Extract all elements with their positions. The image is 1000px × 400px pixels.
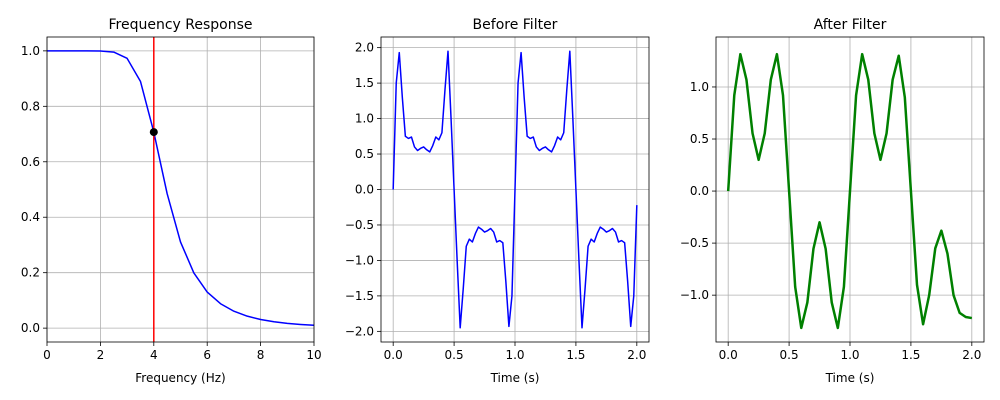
y-tick-label: −1.0 (345, 253, 374, 267)
chart-title: After Filter (814, 17, 887, 33)
y-tick-label: 2.0 (355, 41, 374, 55)
x-tick-label: 0.5 (445, 348, 464, 362)
y-tick-label: 0.0 (21, 321, 40, 335)
y-tick-label: 0.0 (690, 184, 709, 198)
x-tick-label: 10 (306, 348, 321, 362)
data-line (392, 50, 638, 329)
y-tick-label: 1.5 (355, 76, 374, 90)
x-axis-label: Time (s) (825, 371, 875, 385)
x-tick-label: 0.0 (719, 348, 738, 362)
x-axis-label: Time (s) (490, 371, 540, 385)
y-tick-label: 0.4 (21, 210, 40, 224)
y-tick-label: −0.5 (680, 236, 709, 250)
y-tick-label: 0.0 (355, 183, 374, 197)
x-tick-label: 0.5 (780, 348, 799, 362)
chart-title: Frequency Response (108, 17, 252, 33)
y-tick-label: 0.2 (21, 266, 40, 280)
y-tick-label: 1.0 (690, 80, 709, 94)
x-tick-label: 0 (43, 348, 51, 362)
y-tick-label: 0.6 (21, 155, 40, 169)
chart-title: Before Filter (473, 17, 558, 33)
x-tick-label: 2.0 (627, 348, 646, 362)
y-tick-label: 0.8 (21, 99, 40, 113)
axes-frame (46, 36, 315, 343)
x-tick-label: 0.0 (384, 348, 403, 362)
y-tick-label: 1.0 (355, 112, 374, 126)
x-tick-label: 8 (257, 348, 265, 362)
y-tick-label: −0.5 (345, 218, 374, 232)
y-tick-label: 1.0 (21, 44, 40, 58)
x-axis-label: Frequency (Hz) (135, 371, 226, 385)
y-tick-label: 0.5 (355, 147, 374, 161)
x-tick-label: 1.0 (505, 348, 524, 362)
data-line (726, 52, 973, 330)
y-tick-label: 0.5 (690, 132, 709, 146)
axes-frame (380, 36, 650, 343)
y-tick-label: −1.5 (345, 289, 374, 303)
axes-frame (715, 36, 985, 343)
x-tick-label: 1.5 (901, 348, 920, 362)
x-tick-label: 4 (150, 348, 158, 362)
x-tick-label: 1.5 (566, 348, 585, 362)
y-tick-label: −1.0 (680, 288, 709, 302)
y-tick-label: −2.0 (345, 324, 374, 338)
point (149, 128, 158, 137)
x-tick-label: 2.0 (962, 348, 981, 362)
x-tick-label: 1.0 (840, 348, 859, 362)
data-line (47, 50, 315, 327)
x-tick-label: 2 (97, 348, 105, 362)
x-tick-label: 6 (203, 348, 211, 362)
